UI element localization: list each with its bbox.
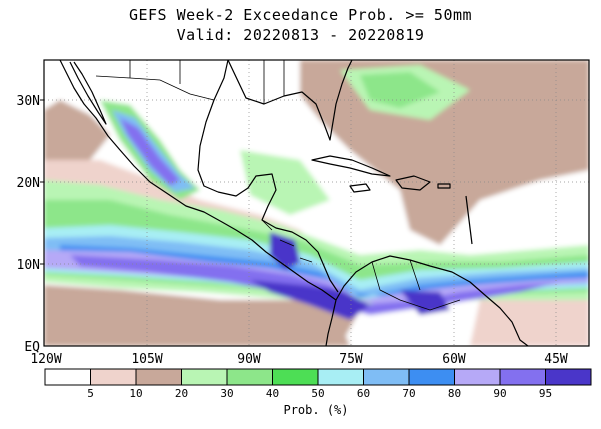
shading-region (300, 300, 350, 346)
border-us-mexico (95, 75, 215, 101)
lon-label-75w: 75W (339, 352, 363, 367)
colorbar-tick-label: 60 (357, 387, 370, 400)
colorbar-tick-label: 40 (266, 387, 279, 400)
colorbar-swatch (181, 368, 228, 386)
shading-region (44, 285, 360, 346)
probability-shading (44, 60, 589, 346)
coastline-puerto-rico (437, 183, 451, 189)
colorbar-tick-label: 90 (493, 387, 506, 400)
map-title: GEFS Week-2 Exceedance Prob. >= 50mm (128, 6, 473, 24)
political-borders (95, 60, 461, 311)
colorbar-swatch (272, 368, 319, 386)
colorbar-tick-label: 20 (175, 387, 188, 400)
colorbar-tick-label: 30 (220, 387, 233, 400)
lat-label-10n: 10N (17, 258, 40, 273)
colorbar-swatch (499, 368, 546, 386)
colorbar-tick-label: 80 (448, 387, 461, 400)
coastline-hispaniola (395, 175, 431, 191)
lat-label-30n: 30N (17, 94, 40, 109)
colorbar-swatch (90, 368, 137, 386)
shading-region (44, 100, 110, 160)
shading-region (360, 72, 440, 108)
coastline-baja (69, 61, 107, 125)
colorbar-swatch (454, 368, 501, 386)
lon-label-90w: 90W (237, 352, 261, 367)
border-south-america (371, 259, 461, 311)
coastline-jamaica (349, 183, 371, 193)
shading-region (60, 245, 589, 298)
coastline-south-america (335, 255, 529, 346)
colorbar-swatch (135, 368, 182, 386)
lat-label-eq: EQ (24, 340, 40, 355)
shading-region (470, 300, 589, 346)
colorbar-swatch (226, 368, 273, 386)
shading-region (120, 118, 180, 186)
colorbar-tick-label: 5 (87, 387, 94, 400)
lon-label-105w: 105W (131, 352, 162, 367)
colorbar-swatch (363, 368, 410, 386)
colorbar-swatch (545, 368, 592, 386)
colorbar-swatch (317, 368, 364, 386)
lon-label-120w: 120W (30, 352, 61, 367)
shading-region (44, 236, 589, 296)
lon-label-60w: 60W (442, 352, 466, 367)
colorbar: 5 10 20 30 40 50 60 70 80 90 95 (44, 368, 592, 400)
latitude-ticks (40, 99, 44, 265)
coastline-cuba (311, 155, 391, 177)
map-frame (43, 59, 590, 347)
colorbar-swatch (408, 368, 455, 386)
colorbar-swatch (44, 368, 91, 386)
shading-region (240, 150, 330, 215)
colorbar-label: Prob. (%) (283, 403, 348, 417)
border-central-america (261, 219, 313, 263)
coastline-south-america-west (325, 299, 337, 346)
coastline-mexico-pacific (59, 60, 337, 301)
graticule (44, 60, 589, 346)
shading-region (250, 280, 370, 320)
lon-label-45w: 45W (544, 352, 568, 367)
coastline-gulf-west (197, 60, 229, 193)
lat-label-20n: 20N (17, 176, 40, 191)
colorbar-tick-label: 50 (311, 387, 324, 400)
border-us-states (129, 60, 285, 104)
colorbar-tick-label: 70 (402, 387, 415, 400)
longitude-labels: 120W 105W 90W 75W 60W 45W (30, 352, 568, 367)
valid-date-range: Valid: 20220813 - 20220819 (176, 26, 425, 44)
coastline-lesser-antilles (465, 195, 473, 245)
latitude-labels: 30N 20N 10N EQ (17, 94, 41, 355)
shading-region (400, 290, 450, 315)
colorbar-tick-label: 95 (539, 387, 552, 400)
colorbar-tick-label: 10 (129, 387, 142, 400)
